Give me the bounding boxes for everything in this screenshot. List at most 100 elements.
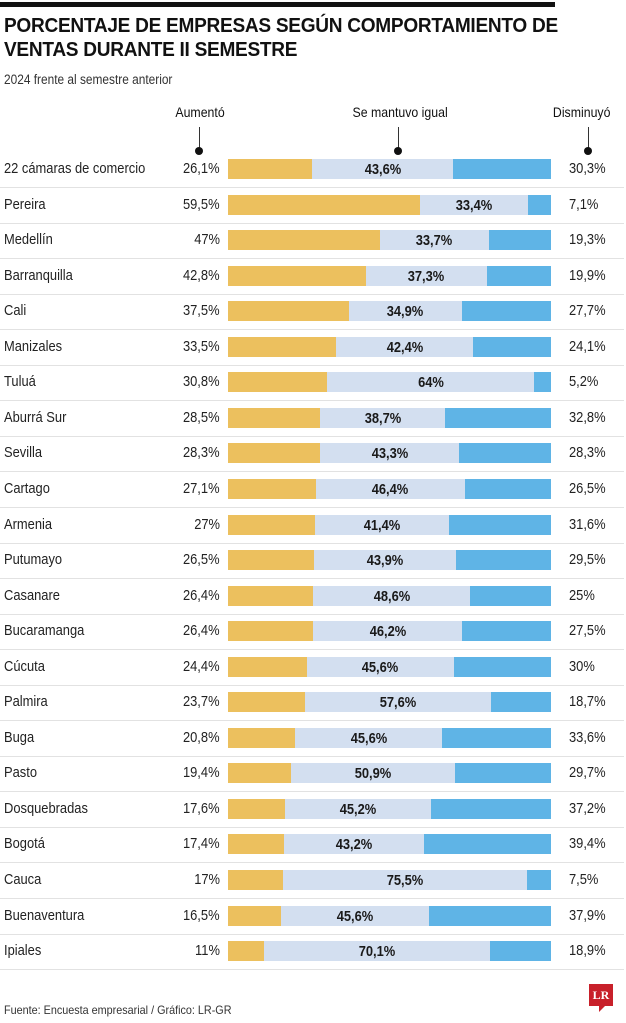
row-divider [0, 969, 624, 971]
stacked-bar: 45,6% [228, 727, 551, 748]
bar-segment-aumento [228, 834, 285, 855]
category-label: Cauca [4, 871, 42, 888]
chart-row: Bucaramanga 26,4% 46,2% 27,5% [0, 615, 626, 651]
chart-row: Armenia 27% 41,4% 31,6% [0, 509, 626, 544]
bar-segment-igual [304, 692, 491, 713]
igual-value-label: 45,6% [350, 729, 388, 747]
chart-row: Medellín 47% 33,7% 19,3% [0, 224, 626, 260]
disminuyo-value-label: 26,5% [569, 479, 606, 497]
stacked-bar: 45,6% [228, 905, 551, 926]
row-divider [0, 755, 624, 757]
stacked-bar: 45,6% [228, 656, 551, 677]
igual-value-label: 34,9% [387, 303, 424, 321]
aumento-value-label: 11% [195, 942, 220, 960]
igual-value-label: 43,6% [364, 161, 401, 178]
disminuyo-value-label: 30,3% [569, 160, 606, 177]
disminuyo-value-label: 18,9% [569, 942, 606, 960]
stacked-bar: 57,6% [228, 692, 551, 713]
source-note: Fuente: Encuesta empresarial / Gráfico: … [4, 1003, 232, 1017]
category-label: Sevilla [4, 444, 43, 462]
bar-segment-igual [295, 727, 443, 748]
row-divider [0, 613, 624, 615]
lr-logo: LR [589, 984, 613, 1006]
igual-value-label: 46,4% [372, 480, 409, 498]
legend-disminuyo-leader [588, 127, 589, 149]
disminuyo-value-label: 29,7% [569, 764, 606, 782]
igual-value-label: 42,4% [386, 338, 423, 356]
igual-value-label: 46,2% [369, 623, 407, 641]
bar-segment-aumento [228, 230, 380, 251]
bar-segment-aumento [228, 159, 313, 179]
bar-segment-aumento [228, 621, 314, 642]
category-label: Medellín [4, 231, 53, 249]
aumento-value-label: 17% [194, 871, 220, 888]
bar-segment-disminuyo [448, 514, 551, 535]
disminuyo-value-label: 7,5% [569, 871, 599, 888]
legend-disminuyo: Disminuyó [552, 104, 611, 120]
stacked-bar: 43,3% [228, 443, 551, 464]
chart-row: Cauca 17% 75,5% 7,5% [0, 864, 626, 899]
bar-segment-aumento [228, 514, 316, 535]
bar-segment-disminuyo [455, 550, 551, 571]
disminuyo-value-label: 18,7% [569, 693, 606, 711]
aumento-value-label: 27% [194, 515, 220, 533]
bar-segment-aumento [228, 194, 421, 215]
bar-segment-aumento [228, 692, 305, 713]
aumento-value-label: 26,4% [183, 586, 220, 604]
bar-segment-disminuyo [534, 372, 551, 393]
chart-row: Sevilla 28,3% 43,3% 28,3% [0, 437, 626, 473]
stacked-bar: 33,7% [228, 230, 551, 251]
bar-segment-disminuyo [465, 478, 551, 499]
category-label: Dosquebradas [4, 799, 88, 817]
row-divider [0, 187, 624, 188]
category-label: 22 cámaras de comercio [4, 160, 146, 177]
chart-title: PORCENTAJE DE EMPRESAS SEGÚN COMPORTAMIE… [4, 14, 558, 61]
category-label: Ipiales [4, 942, 42, 960]
bar-segment-igual [313, 550, 456, 571]
chart-row: Casanare 26,4% 48,6% 25% [0, 580, 626, 615]
aumento-value-label: 16,5% [183, 906, 220, 924]
stacked-bar: 46,2% [228, 621, 551, 642]
bar-segment-disminuyo [454, 656, 551, 677]
bar-segment-igual [281, 905, 429, 926]
row-divider [0, 578, 624, 580]
aumento-value-label: 19,4% [183, 764, 220, 782]
category-label: Bucaramanga [4, 622, 85, 640]
aumento-value-label: 24,4% [183, 657, 220, 675]
aumento-value-label: 23,7% [183, 693, 220, 711]
bar-segment-aumento [228, 443, 320, 464]
bar-segment-aumento [228, 870, 283, 890]
chart-row: Pereira 59,5% 33,4% 7,1% [0, 189, 626, 224]
legend-igual-marker [394, 147, 402, 155]
bar-segment-aumento [228, 550, 314, 571]
bar-segment-igual [313, 621, 463, 642]
category-label: Tuluá [4, 373, 36, 391]
bar-segment-igual [282, 870, 527, 890]
row-divider [0, 435, 624, 437]
disminuyo-value-label: 37,9% [569, 906, 606, 924]
stacked-bar: 75,5% [228, 870, 551, 890]
stacked-bar: 45,2% [228, 798, 551, 819]
bar-segment-disminuyo [486, 265, 551, 286]
bar-segment-igual [336, 336, 474, 357]
bar-segment-disminuyo [455, 763, 551, 784]
chart-row: Manizales 33,5% 42,4% 24,1% [0, 331, 626, 366]
category-label: Pasto [4, 764, 37, 782]
chart-row: Cúcuta 24,4% 45,6% 30% [0, 651, 626, 686]
bar-segment-disminuyo [473, 336, 551, 357]
stacked-bar: 37,3% [228, 265, 551, 286]
bar-segment-aumento [228, 407, 321, 428]
igual-value-label: 37,3% [408, 267, 445, 285]
disminuyo-value-label: 25% [569, 586, 595, 604]
bar-segment-disminuyo [489, 941, 551, 962]
category-label: Pereira [4, 195, 46, 213]
category-label: Barranquilla [4, 266, 73, 284]
igual-value-label: 45,6% [362, 658, 399, 676]
disminuyo-value-label: 37,2% [569, 799, 606, 817]
bar-segment-aumento [228, 478, 316, 499]
igual-value-label: 43,9% [366, 552, 403, 570]
bar-segment-disminuyo [423, 834, 551, 855]
chart-row: Putumayo 26,5% 43,9% 29,5% [0, 544, 626, 580]
bar-segment-igual [284, 834, 424, 855]
